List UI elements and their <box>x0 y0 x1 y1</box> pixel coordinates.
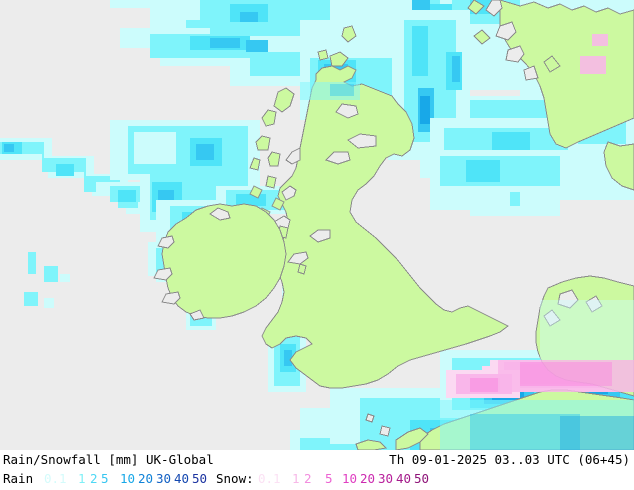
rain-stop-5: 20 <box>138 471 154 486</box>
snow-stop-8: 50 <box>414 471 430 486</box>
product-title: Rain/Snowfall [mm] UK-Global <box>3 452 214 467</box>
snow-stop-6: 30 <box>378 471 394 486</box>
snow-legend-label: Snow: <box>216 471 254 486</box>
snow-stop-0: 0.1 <box>258 471 281 486</box>
rain-stop-7: 40 <box>174 471 190 486</box>
map-footer: Rain/Snowfall [mm] UK-Global Th 09-01-20… <box>0 450 634 490</box>
rain-stop-6: 30 <box>156 471 172 486</box>
snow-stop-2: 2 <box>304 471 312 486</box>
snow-stop-4: 10 <box>342 471 358 486</box>
snow-stop-3: 5 <box>325 471 333 486</box>
rain-stop-3: 5 <box>101 471 109 486</box>
legend-row: Rain 0.1 1 2 5 10 20 30 40 50 Snow: 0.1 … <box>0 470 634 489</box>
rain-legend-label: Rain <box>3 471 34 486</box>
footer-title-row: Rain/Snowfall [mm] UK-Global Th 09-01-20… <box>0 451 634 470</box>
precipitation-map[interactable] <box>0 0 634 450</box>
rain-stop-2: 2 <box>90 471 98 486</box>
snow-stop-5: 20 <box>360 471 376 486</box>
precipitation-over-land-layer <box>300 34 634 450</box>
forecast-datetime: Th 09-01-2025 03..03 UTC (06+45) <box>389 452 630 467</box>
coastline-overlay <box>315 65 357 83</box>
rain-stop-4: 10 <box>120 471 136 486</box>
rain-stop-8: 50 <box>192 471 208 486</box>
rain-stop-0: 0.1 <box>44 471 67 486</box>
map-canvas <box>0 0 634 450</box>
snow-stop-7: 40 <box>396 471 412 486</box>
snow-stop-1: 1 <box>292 471 300 486</box>
rain-stop-1: 1 <box>78 471 86 486</box>
